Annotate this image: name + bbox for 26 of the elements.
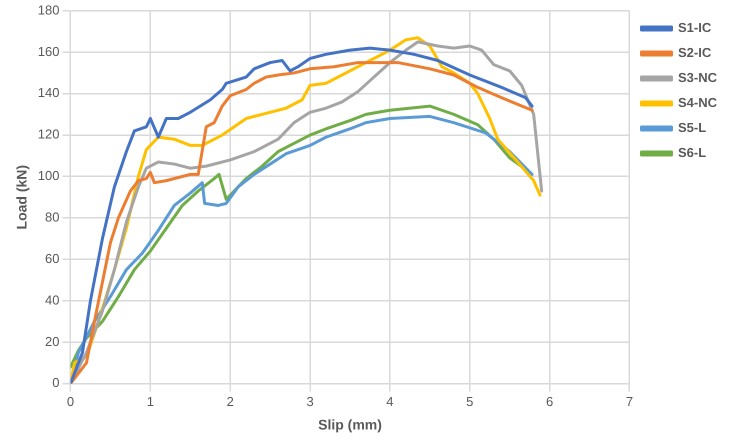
y-tick-label: 120 [38,126,60,142]
y-tick-label: 140 [38,85,60,100]
legend-label: S4-NC [678,95,718,110]
legend-label: S2-IC [678,45,712,60]
y-tick-label: 40 [45,292,60,308]
legend-label: S5-L [678,120,706,136]
x-tick-label: 1 [146,394,154,409]
legend-label: S1-IC [678,20,712,36]
x-tick-label: 4 [386,394,394,409]
x-tick-label: 7 [626,394,634,409]
x-tick-label: 0 [66,394,74,409]
x-tick-label: 3 [306,394,314,409]
x-tick-label: 6 [546,394,554,409]
y-axis-title: Load (kN) [13,164,30,230]
y-tick-label: 80 [45,209,60,224]
x-tick-label: 2 [226,394,234,409]
y-tick-label: 0 [52,375,60,390]
x-tick-label: 5 [466,394,474,409]
y-tick-label: 180 [38,2,60,18]
legend-label: S3-NC [678,70,718,86]
y-tick-label: 160 [38,44,60,59]
y-tick-label: 20 [45,334,60,349]
x-axis-title: Slip (mm) [318,416,382,432]
legend-label: S6-L [678,145,706,160]
y-tick-label: 100 [38,168,60,184]
y-tick-label: 60 [45,250,60,266]
